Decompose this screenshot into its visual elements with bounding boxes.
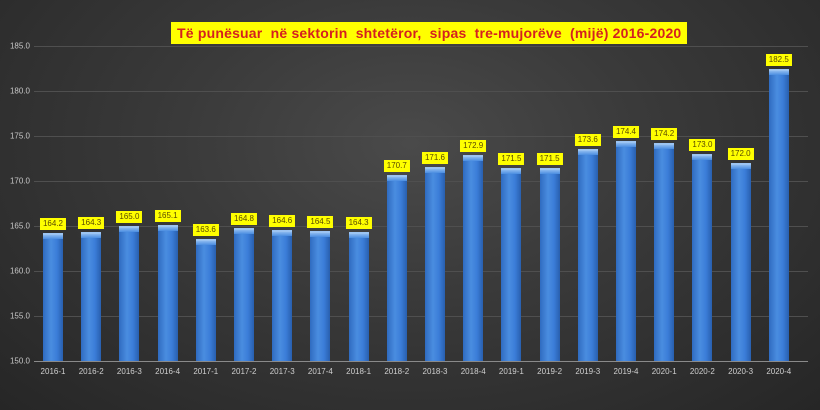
bar (348, 232, 369, 361)
bar (463, 154, 484, 361)
data-label: 164.5 (307, 215, 334, 228)
data-label: 174.2 (651, 128, 678, 141)
bar (310, 230, 331, 361)
gridline (34, 91, 808, 92)
data-label: 171.6 (421, 151, 449, 164)
bar (81, 232, 102, 361)
bar (539, 167, 560, 361)
x-tick-label: 2020-3 (728, 367, 754, 376)
y-tick-label: 155.0 (9, 311, 30, 321)
bar (272, 229, 293, 361)
bar (157, 225, 178, 361)
bar (425, 166, 445, 361)
y-tick-label: 175.0 (9, 131, 30, 141)
data-label: 164.3 (78, 217, 105, 230)
data-label: 164.6 (269, 214, 296, 227)
x-tick-label: 2020-1 (651, 367, 677, 376)
x-tick-label: 2017-4 (307, 367, 333, 376)
x-tick-label: 2019-2 (537, 367, 563, 376)
bar (692, 154, 713, 361)
bar (577, 148, 598, 361)
y-tick-label: 150.0 (9, 356, 30, 366)
data-label: 173.6 (574, 133, 601, 146)
chart-title: Të punësuar në sektorin shtetëror, sipas… (171, 22, 688, 44)
x-tick-label: 2018-4 (460, 367, 486, 376)
data-label: 164.2 (39, 218, 67, 231)
y-tick-label: 165.0 (9, 221, 30, 231)
x-tick-label: 2016-4 (155, 367, 181, 376)
gridline (34, 181, 808, 182)
data-label: 174.4 (612, 126, 640, 139)
x-tick-label: 2016-3 (116, 367, 142, 376)
data-label: 173.0 (689, 139, 716, 151)
data-label: 164.8 (230, 212, 258, 225)
x-tick-label: 2018-2 (384, 367, 410, 376)
data-label: 172.9 (460, 139, 487, 152)
y-tick-label: 160.0 (9, 266, 30, 276)
gridline (34, 316, 808, 317)
gridline (34, 136, 808, 137)
bar (119, 226, 140, 361)
data-label: 163.6 (192, 223, 219, 236)
data-label: 164.3 (345, 217, 372, 230)
bar (43, 233, 63, 361)
y-tick-label: 170.0 (9, 176, 30, 186)
x-tick-label: 2019-1 (498, 367, 524, 376)
bar (768, 68, 789, 361)
gridline (34, 226, 808, 227)
bar (616, 141, 636, 361)
data-label: 172.0 (727, 148, 754, 160)
y-tick-label: 185.0 (9, 41, 30, 51)
data-label: 165.1 (154, 210, 181, 223)
bar (501, 167, 522, 361)
x-tick-label: 2018-1 (346, 367, 372, 376)
data-label: 165.0 (116, 211, 143, 223)
x-tick-label: 2019-4 (613, 367, 639, 376)
x-tick-label: 2020-4 (766, 367, 792, 376)
x-axis-line (34, 361, 808, 362)
gridline (34, 46, 808, 47)
x-tick-label: 2017-3 (269, 367, 295, 376)
bar (654, 143, 675, 361)
bar (195, 238, 216, 361)
data-label: 170.7 (383, 159, 410, 172)
data-label: 171.5 (498, 152, 525, 165)
bar (386, 174, 407, 361)
bar (234, 227, 254, 361)
gridline (34, 271, 808, 272)
data-label: 171.5 (536, 152, 563, 165)
x-tick-label: 2016-2 (78, 367, 104, 376)
x-tick-label: 2018-3 (422, 367, 448, 376)
x-tick-label: 2017-2 (231, 367, 257, 376)
y-tick-label: 180.0 (9, 86, 30, 96)
data-label: 182.5 (765, 53, 792, 66)
bar (730, 163, 751, 361)
x-tick-label: 2017-1 (193, 367, 219, 376)
x-tick-label: 2020-2 (689, 367, 715, 376)
x-tick-label: 2016-1 (40, 367, 66, 376)
x-tick-label: 2019-3 (575, 367, 601, 376)
